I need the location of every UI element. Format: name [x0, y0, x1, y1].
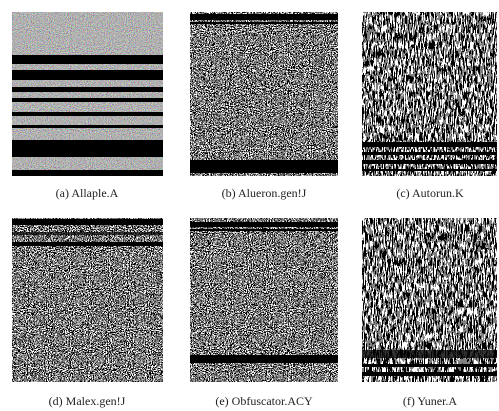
- malware-image: [190, 12, 338, 176]
- panel-f: [362, 218, 497, 382]
- panel-c: [362, 12, 497, 176]
- caption: (f) Yuner.A: [403, 394, 458, 408]
- panel-e: [190, 218, 338, 382]
- caption: (a) Allaple.A: [56, 186, 119, 200]
- panel-d: [12, 218, 163, 382]
- caption: (d) Malex.gen!J: [49, 394, 126, 408]
- figure: (a) Allaple.A (b) Alueron.gen!J (c) Auto…: [0, 0, 499, 411]
- caption: (b) Alueron.gen!J: [222, 186, 307, 200]
- caption: (c) Autorun.K: [396, 186, 464, 200]
- malware-image: [362, 12, 497, 176]
- panel-a: [12, 12, 163, 176]
- caption: (e) Obfuscator.ACY: [215, 394, 313, 408]
- panel-b: [190, 12, 338, 176]
